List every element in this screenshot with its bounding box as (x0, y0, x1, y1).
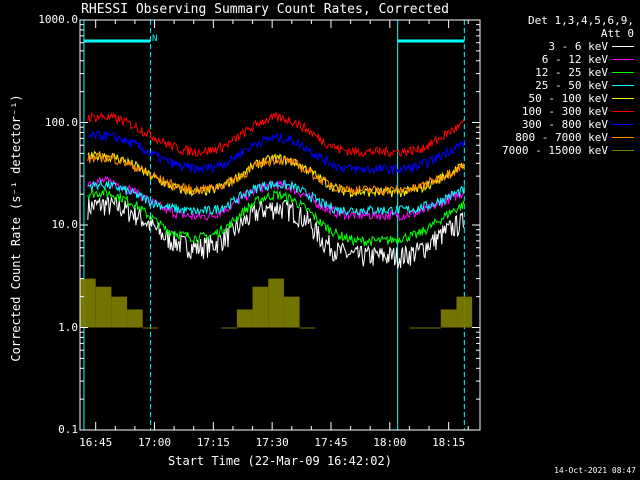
series-line-5 (87, 111, 465, 158)
legend-entry: 100 - 300 keV (484, 105, 634, 118)
high-energy-block-14 (299, 327, 316, 329)
timestamp: 14-Oct-2021 08:47 (554, 466, 636, 475)
high-energy-block-0 (80, 278, 96, 328)
high-energy-block-13 (283, 296, 300, 328)
plot-frame (79, 19, 481, 431)
legend-entry: 800 - 7000 keV (484, 131, 634, 144)
high-energy-block-23 (440, 309, 457, 328)
x-tick-label: 16:45 (79, 436, 113, 449)
legend-entry: 3 - 6 keV (484, 40, 634, 53)
legend-header-line1: Det 1,3,4,5,6,9, (528, 14, 634, 27)
y-tick-label: 1000.0 (38, 13, 78, 26)
series-line-3 (87, 180, 465, 216)
legend-swatch (612, 150, 634, 151)
y-tick-label: 10.0 (51, 218, 79, 231)
legend-entry: 7000 - 15000 keV (484, 144, 634, 157)
legend-entry-label: 300 - 800 keV (521, 118, 608, 131)
legend-swatch (612, 72, 634, 73)
x-tick-label: 17:00 (137, 436, 172, 449)
series-line-4 (87, 150, 465, 199)
y-tick-label: 0.1 (58, 423, 78, 436)
high-energy-block-24 (456, 296, 473, 328)
high-energy-block-10 (236, 309, 253, 328)
legend-entry-label: 3 - 6 keV (548, 40, 608, 53)
legend-rows: 3 - 6 keV 6 - 12 keV 12 - 25 keV 25 - 50 ke… (484, 40, 634, 157)
series-line-2 (87, 186, 465, 247)
high-energy-block-1 (95, 286, 112, 328)
high-energy-block-11 (252, 286, 269, 328)
y-tick-label: 1.0 (58, 320, 78, 334)
x-tick-label: 18:15 (432, 436, 466, 449)
y-axis-label: Corrected Count Rate (s⁻¹ detector⁻¹) (9, 94, 23, 362)
high-energy-block-21 (409, 327, 426, 329)
x-tick-label: 17:30 (255, 436, 289, 449)
legend-entry-label: 25 - 50 keV (535, 79, 608, 92)
series-line-0 (87, 196, 465, 269)
legend-swatch (612, 111, 634, 112)
high-energy-block-12 (268, 278, 284, 328)
legend-swatch (612, 98, 634, 99)
x-axis-label: Start Time (22-Mar-09 16:42:02) (168, 454, 392, 468)
legend-entry: 12 - 25 keV (484, 66, 634, 79)
legend-header-line2: Att 0 (600, 27, 634, 40)
high-energy-block-3 (127, 309, 143, 328)
series-line-6 (87, 129, 465, 175)
legend: Det 1,3,4,5,6,9, Att 0 3 - 6 keV 6 - 12 k… (484, 14, 634, 157)
legend-entry-label: 6 - 12 keV (541, 53, 608, 66)
chart-title: RHESSI Observing Summary Count Rates, Co… (81, 2, 449, 17)
legend-entry-label: 50 - 100 keV (528, 92, 608, 105)
y-tick-label: 100.0 (44, 115, 78, 129)
legend-entry: 300 - 800 keV (484, 118, 634, 131)
legend-entry: 6 - 12 keV (484, 53, 634, 66)
x-tick-label: 18:00 (373, 436, 407, 449)
legend-swatch (612, 59, 634, 60)
high-energy-block-9 (221, 327, 237, 329)
flag-label: N (152, 34, 158, 44)
x-tick-label: 17:45 (314, 436, 348, 449)
legend-swatch (612, 85, 634, 86)
legend-swatch (612, 137, 634, 138)
legend-entry-label: 100 - 300 keV (521, 105, 608, 118)
legend-swatch (612, 124, 634, 125)
legend-swatch (612, 46, 634, 47)
series-line-7 (87, 152, 465, 197)
x-tick-label: 17:15 (196, 436, 230, 449)
high-energy-block-4 (142, 327, 159, 329)
legend-entry-label: 7000 - 15000 keV (502, 144, 608, 157)
high-energy-block-2 (111, 296, 128, 328)
legend-entry-label: 12 - 25 keV (535, 66, 608, 79)
legend-entry: 50 - 100 keV (484, 92, 634, 105)
legend-entry: 25 - 50 keV (484, 79, 634, 92)
legend-entry-label: 800 - 7000 keV (515, 131, 608, 144)
high-energy-block-22 (425, 327, 441, 329)
